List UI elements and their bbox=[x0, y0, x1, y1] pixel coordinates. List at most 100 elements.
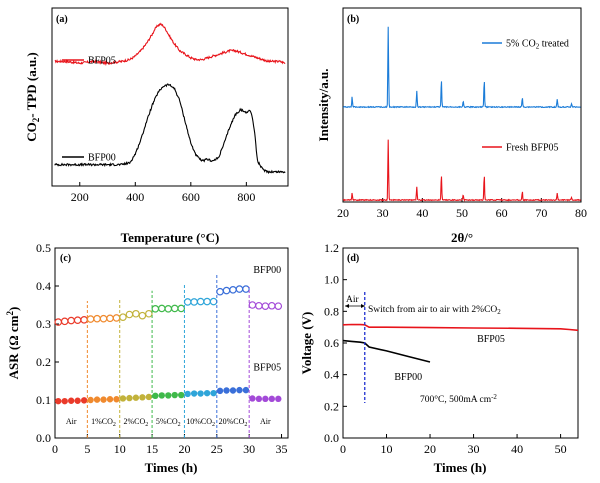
annotation-switch: Switch from air to air with 2%CO2 bbox=[368, 304, 501, 316]
air-arrow-right-head bbox=[361, 304, 365, 308]
x-tick-label: 30 bbox=[243, 442, 255, 456]
series-label: BFP00 bbox=[253, 265, 281, 276]
data-point-bfp00 bbox=[177, 304, 186, 313]
data-point-bfp00 bbox=[60, 317, 69, 326]
y-tick-label: 0.8 bbox=[324, 304, 339, 318]
data-point-bfp00 bbox=[125, 310, 134, 319]
series-line-bfp05 bbox=[342, 323, 579, 332]
panel-a-x-ticks: 200 400 600 800 bbox=[71, 182, 255, 204]
data-point-bfp00 bbox=[119, 313, 127, 321]
y-tick-label: 1.2 bbox=[324, 241, 339, 255]
y-tick-label: 0.0 bbox=[324, 431, 339, 445]
y-tick-label: 0.4 bbox=[36, 279, 51, 293]
data-point-bfp05 bbox=[210, 389, 217, 397]
x-tick-label: 50 bbox=[456, 206, 468, 220]
x-tick-label: 0 bbox=[52, 442, 58, 456]
data-point-bfp00 bbox=[93, 314, 101, 323]
data-point-bfp05 bbox=[255, 395, 263, 403]
segment-label: 20%CO2 bbox=[219, 417, 248, 428]
panel-d-series: BFP05 BFP00 bbox=[342, 292, 579, 403]
panel-d-y-ticks: 0.0 0.2 0.4 0.6 0.8 1.0 1.2 bbox=[324, 241, 347, 445]
annotation-condition: 700°C, 500mA cm-2 bbox=[420, 393, 497, 405]
panel-a-y-label: CO2- TPD (a.u.) bbox=[24, 52, 41, 141]
segment-label: 10%CO2 bbox=[186, 417, 215, 428]
data-point-bfp00 bbox=[106, 314, 114, 323]
series-label-bfp05: BFP05 bbox=[477, 334, 505, 345]
x-tick-label: 15 bbox=[146, 442, 158, 456]
panel-c-frame bbox=[54, 247, 289, 439]
data-point-bfp05 bbox=[203, 389, 211, 397]
data-point-bfp00 bbox=[157, 304, 166, 313]
data-point-bfp00 bbox=[164, 304, 173, 313]
data-point-bfp05 bbox=[223, 387, 230, 394]
panel-b-y-label: Intensity/a.u. bbox=[316, 69, 331, 142]
y-tick-label: 0.5 bbox=[36, 241, 51, 255]
panel-a-frame bbox=[51, 7, 289, 187]
panel-c: (c) 0 5 10 15 20 25 30 35 0.0 0.1 0.2 0.3 0.4 0.5 Ti… bbox=[5, 241, 289, 475]
x-tick-label: 0 bbox=[340, 442, 346, 456]
data-point-bfp00 bbox=[112, 314, 121, 322]
data-point-bfp05 bbox=[80, 397, 88, 404]
x-tick-label: 400 bbox=[126, 190, 144, 204]
legend-label-bfp00: BFP00 bbox=[88, 153, 116, 164]
data-point-bfp05 bbox=[145, 393, 153, 401]
data-point-bfp05 bbox=[61, 397, 68, 405]
data-point-bfp00 bbox=[99, 314, 108, 323]
data-point-bfp05 bbox=[262, 395, 269, 403]
x-tick-label: 30 bbox=[377, 206, 389, 220]
data-point-bfp00 bbox=[151, 304, 160, 313]
data-point-bfp00 bbox=[209, 297, 218, 306]
x-tick-label: 20 bbox=[424, 442, 436, 456]
x-tick-label: 25 bbox=[211, 442, 223, 456]
data-point-bfp00 bbox=[170, 304, 179, 313]
x-tick-label: 70 bbox=[535, 206, 547, 220]
panel-d-frame bbox=[342, 247, 579, 439]
data-point-bfp00 bbox=[242, 285, 250, 293]
panel-b-frame bbox=[342, 7, 582, 203]
x-tick-label: 30 bbox=[468, 442, 480, 456]
x-tick-label: 600 bbox=[182, 190, 200, 204]
data-point-bfp05 bbox=[158, 392, 165, 399]
data-point-bfp05 bbox=[139, 394, 146, 401]
segment-label: 5%CO2 bbox=[156, 417, 181, 428]
panel-a-x-label: Temperature (°C) bbox=[121, 230, 220, 245]
x-tick-label: 80 bbox=[575, 206, 587, 220]
data-point-bfp00 bbox=[229, 285, 237, 294]
data-point-bfp05 bbox=[55, 397, 62, 405]
data-point-bfp00 bbox=[183, 298, 192, 306]
panel-b-x-ticks: 20 30 40 50 60 70 80 bbox=[337, 198, 587, 220]
data-point-bfp05 bbox=[93, 396, 101, 403]
data-point-bfp00 bbox=[132, 309, 140, 318]
data-point-bfp00 bbox=[248, 301, 257, 309]
segment-label: 1%CO2 bbox=[91, 417, 116, 428]
data-point-bfp00 bbox=[268, 301, 276, 310]
data-point-bfp05 bbox=[119, 395, 127, 402]
x-tick-label: 40 bbox=[511, 442, 523, 456]
x-tick-label: 5 bbox=[84, 442, 90, 456]
panel-d-x-label: Times (h) bbox=[434, 460, 487, 475]
data-point-bfp00 bbox=[73, 316, 82, 325]
legend-label-bfp05: BFP05 bbox=[88, 56, 116, 67]
x-tick-label: 800 bbox=[237, 190, 255, 204]
segment-label: Air bbox=[66, 417, 77, 426]
data-point-bfp05 bbox=[184, 390, 191, 398]
data-point-bfp00 bbox=[255, 301, 263, 310]
series-label-bfp00: BFP00 bbox=[394, 372, 422, 383]
series-line-bfp00 bbox=[54, 83, 286, 175]
data-point-bfp00 bbox=[67, 316, 75, 325]
legend-label-fresh: Fresh BFP05 bbox=[506, 143, 559, 154]
data-point-bfp05 bbox=[74, 397, 81, 404]
series-line-fresh bbox=[342, 139, 581, 202]
data-point-bfp05 bbox=[229, 387, 237, 394]
segment-label: 2%CO2 bbox=[124, 417, 149, 428]
panel-b-series bbox=[342, 26, 581, 202]
panel-d-y-label: Voltage (V) bbox=[299, 312, 314, 375]
data-point-bfp05 bbox=[152, 392, 159, 400]
air-arrow-left-head bbox=[345, 304, 349, 308]
x-tick-label: 10 bbox=[114, 442, 126, 456]
panel-c-x-ticks: 0 5 10 15 20 25 30 35 bbox=[52, 434, 288, 456]
x-tick-label: 200 bbox=[71, 190, 89, 204]
panel-a-label: (a) bbox=[56, 14, 68, 25]
panel-a-series bbox=[54, 22, 286, 175]
